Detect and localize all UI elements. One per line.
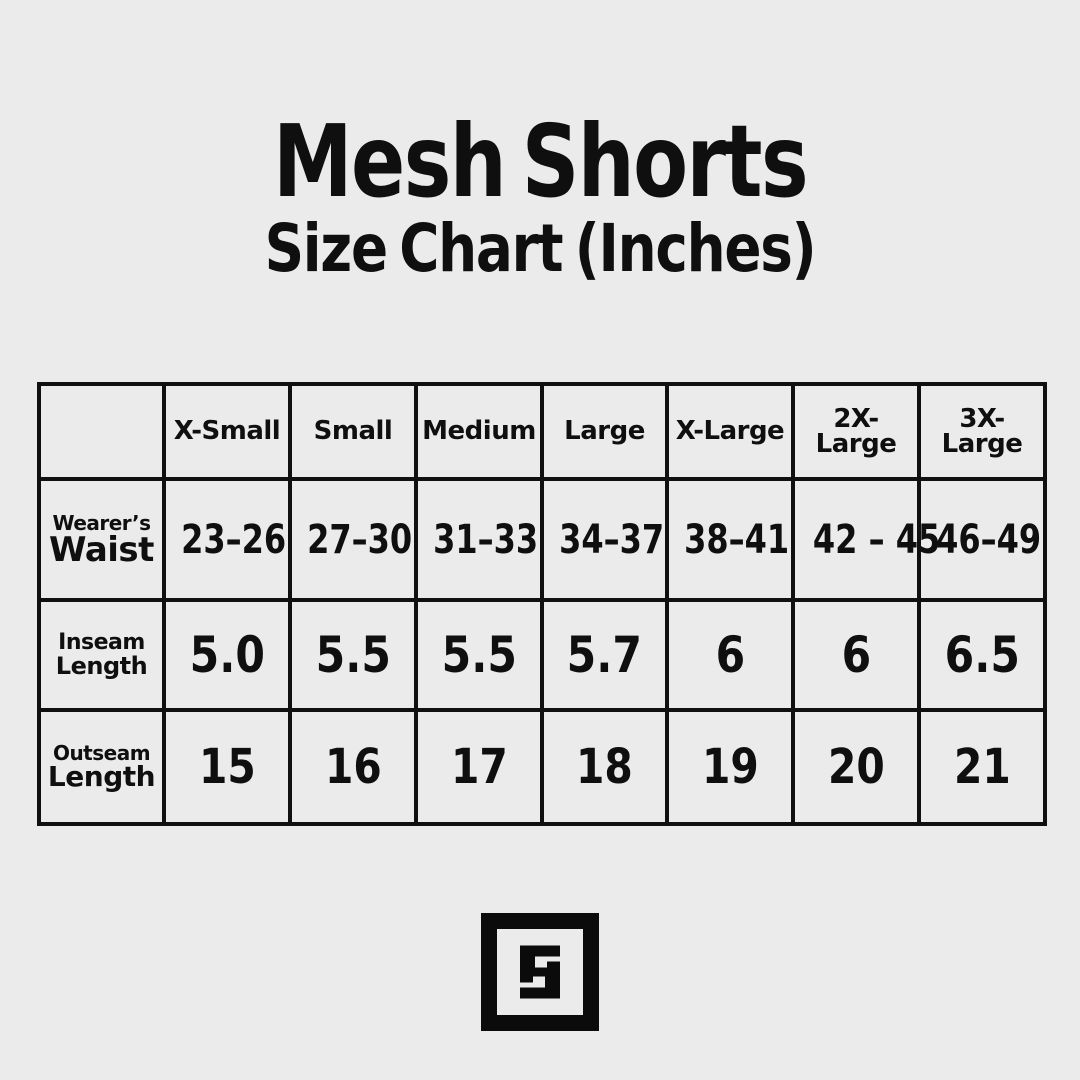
size-value-cell: 46–49 bbox=[917, 477, 1047, 602]
column-header-small: Small bbox=[288, 382, 418, 481]
size-value: 34–37 bbox=[559, 516, 665, 563]
page-subtitle: Size Chart (Inches) bbox=[264, 210, 817, 287]
column-header-x-small: X-Small bbox=[162, 382, 292, 481]
row-label-outseam: Outseam Length bbox=[37, 708, 166, 826]
size-value-cell: 42 – 45 bbox=[791, 477, 940, 602]
size-value: 38–41 bbox=[684, 516, 790, 563]
title-block: Mesh Shorts Size Chart (Inches) bbox=[0, 112, 1080, 282]
row-label-line1: Wearer’s bbox=[52, 510, 151, 535]
row-label-line1: Outseam bbox=[52, 741, 151, 765]
size-value: 46–49 bbox=[936, 516, 1042, 563]
size-value-cell: 5.5 bbox=[414, 598, 544, 712]
size-value-cell: 31–33 bbox=[414, 477, 544, 602]
page-title: Mesh Shorts bbox=[273, 103, 809, 220]
size-table: X-Small Small Medium Large X-Large 2X-La… bbox=[37, 382, 1047, 826]
column-header-label: 2X-Large bbox=[815, 403, 897, 459]
column-header-large: Large bbox=[540, 382, 669, 481]
size-value-cell: 20 bbox=[791, 708, 921, 826]
s-logo-icon bbox=[481, 913, 599, 1031]
column-header-label: X-Small bbox=[173, 416, 281, 447]
size-value: 15 bbox=[198, 739, 256, 795]
column-header-label: Large bbox=[564, 416, 645, 447]
column-header-label: 3X-Large bbox=[941, 403, 1023, 459]
size-value-cell: 17 bbox=[414, 708, 544, 826]
column-header-label: Medium bbox=[422, 416, 536, 447]
size-value: 21 bbox=[953, 739, 1011, 795]
row-label-line1: Inseam bbox=[58, 630, 145, 655]
brand-logo bbox=[481, 913, 599, 1031]
size-value-cell: 5.7 bbox=[540, 598, 669, 712]
column-header-label: Small bbox=[313, 416, 393, 447]
size-value: 20 bbox=[827, 739, 885, 795]
size-value: 5.0 bbox=[189, 626, 265, 684]
size-value-cell: 6 bbox=[791, 598, 921, 712]
size-value: 27–30 bbox=[307, 516, 413, 563]
size-value: 18 bbox=[576, 739, 633, 795]
column-header-3x-large: 3X-Large bbox=[917, 382, 1047, 481]
size-value: 6 bbox=[841, 626, 871, 684]
size-value: 19 bbox=[701, 739, 759, 795]
row-label-waist: Wearer’s Waist bbox=[37, 477, 166, 602]
table-corner-cell bbox=[37, 382, 166, 481]
size-value-cell: 15 bbox=[162, 708, 292, 826]
row-label-inseam: Inseam Length bbox=[37, 598, 166, 712]
row-label-line2: Length bbox=[47, 760, 156, 793]
size-value-cell: 21 bbox=[917, 708, 1047, 826]
size-value: 31–33 bbox=[433, 516, 539, 563]
table-row-outseam: Outseam Length 15 16 17 18 19 20 21 bbox=[37, 708, 1047, 826]
size-value-cell: 16 bbox=[288, 708, 418, 826]
size-value-cell: 34–37 bbox=[540, 477, 669, 602]
size-value: 16 bbox=[324, 739, 382, 795]
size-value: 6 bbox=[715, 626, 745, 684]
size-value: 17 bbox=[450, 739, 508, 795]
column-header-label: X-Large bbox=[675, 416, 785, 447]
column-header-2x-large: 2X-Large bbox=[791, 382, 921, 481]
table-row-waist: Wearer’s Waist 23–26 27–30 31–33 34–37 3… bbox=[37, 477, 1047, 602]
row-label-line2: Waist bbox=[49, 529, 154, 570]
size-value-cell: 27–30 bbox=[288, 477, 418, 602]
size-value: 5.5 bbox=[315, 626, 391, 684]
size-value: 42 – 45 bbox=[812, 516, 941, 563]
column-header-x-large: X-Large bbox=[665, 382, 795, 481]
size-value-cell: 23–26 bbox=[162, 477, 292, 602]
size-value-cell: 5.5 bbox=[288, 598, 418, 712]
size-value: 5.7 bbox=[566, 626, 643, 684]
size-value-cell: 5.0 bbox=[162, 598, 292, 712]
size-value-cell: 19 bbox=[665, 708, 795, 826]
table-header-row: X-Small Small Medium Large X-Large 2X-La… bbox=[37, 382, 1047, 481]
size-value: 6.5 bbox=[944, 626, 1020, 684]
size-value-cell: 6 bbox=[665, 598, 795, 712]
size-value: 23–26 bbox=[181, 516, 287, 563]
table-row-inseam: Inseam Length 5.0 5.5 5.5 5.7 6 6 6.5 bbox=[37, 598, 1047, 712]
row-label-line2: Length bbox=[55, 652, 148, 680]
size-value-cell: 18 bbox=[540, 708, 669, 826]
column-header-medium: Medium bbox=[414, 382, 544, 481]
size-value-cell: 6.5 bbox=[917, 598, 1047, 712]
size-value: 5.5 bbox=[441, 626, 517, 684]
size-value-cell: 38–41 bbox=[665, 477, 795, 602]
